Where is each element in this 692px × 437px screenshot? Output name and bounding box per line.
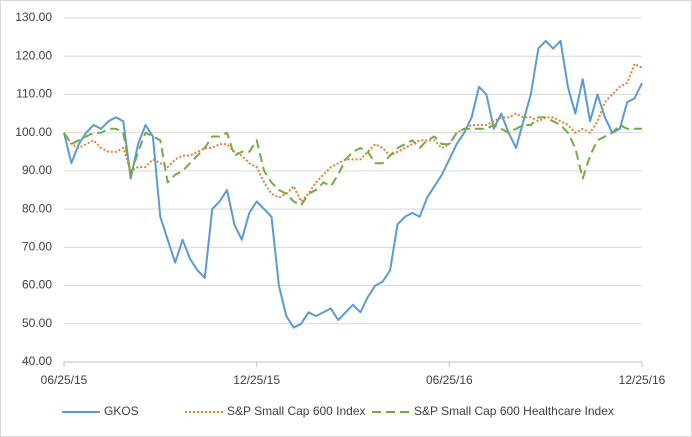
legend-label: S&P Small Cap 600 Index [227,404,366,418]
x-tick-label: 06/25/16 [426,373,473,387]
legend-label: GKOS [104,404,139,418]
legend-label: S&P Small Cap 600 Healthcare Index [414,404,614,418]
y-tick-label: 70.00 [22,240,52,254]
y-tick-label: 90.00 [22,163,52,177]
x-tick-label: 12/25/16 [619,373,666,387]
y-tick-label: 60.00 [22,278,52,292]
series-line [63,39,643,329]
x-tick-label: 06/25/15 [41,373,88,387]
y-tick-label: 110.00 [16,87,52,101]
series-line [63,116,642,207]
series-line [63,62,643,203]
y-tick-label: 50.00 [22,316,52,330]
y-tick-label: 80.00 [22,201,52,215]
y-tick-label: 120.00 [15,48,52,62]
y-tick-label: 130.00 [15,10,52,24]
x-tick-label: 12/25/15 [233,373,280,387]
y-tick-label: 40.00 [22,354,52,368]
y-tick-label: 100.00 [15,125,52,139]
